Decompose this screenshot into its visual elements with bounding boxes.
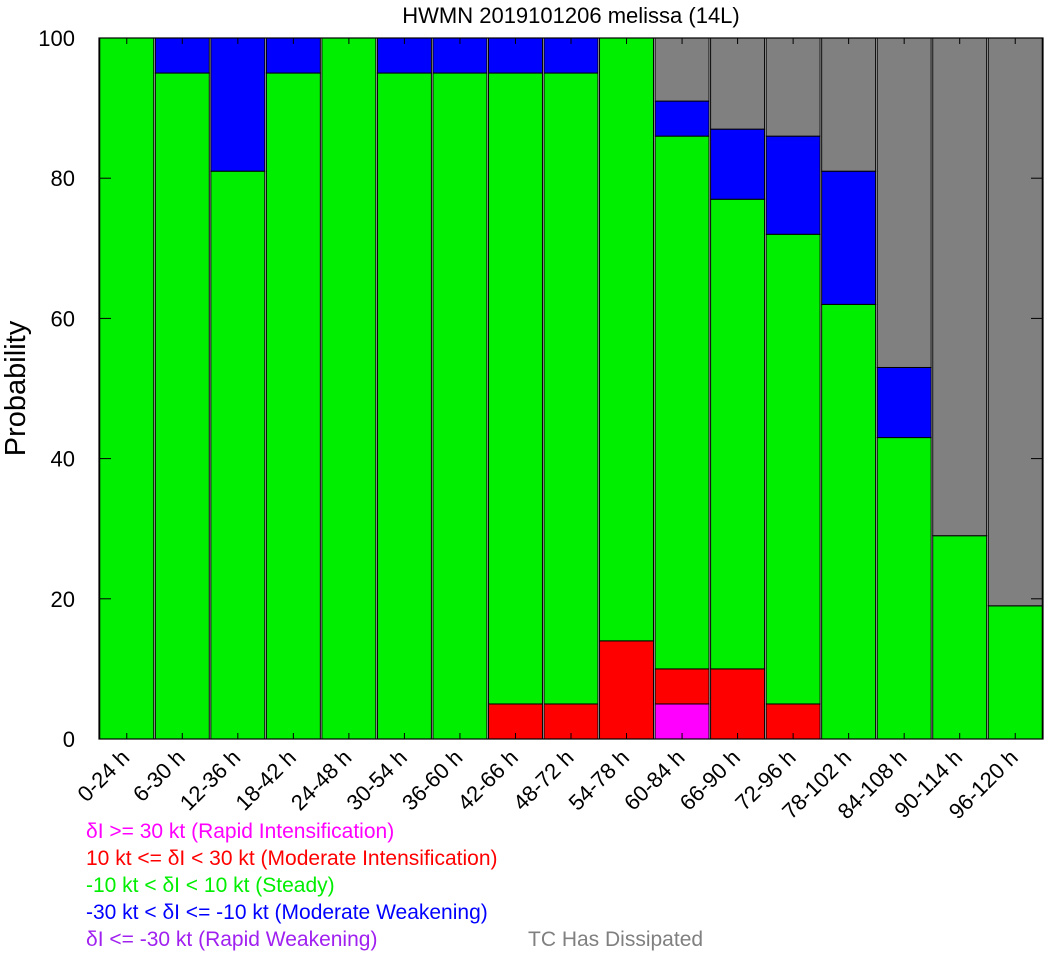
bar-steady-4 xyxy=(321,37,377,740)
y-tick-label: 40 xyxy=(51,447,75,472)
bar-steady-15 xyxy=(932,535,988,740)
bar-steady-8 xyxy=(543,72,599,705)
chart-title: HWMN 2019101206 melissa (14L) xyxy=(402,3,740,28)
x-tick-label: 36-60 h xyxy=(397,745,467,815)
legend: δI >= 30 kt (Rapid Intensification) 10 k… xyxy=(86,818,498,953)
bar-mi-11 xyxy=(710,668,766,740)
bar-mi-10 xyxy=(654,668,710,705)
legend-entry-rapid-weakening: δI <= -30 kt (Rapid Weakening) xyxy=(86,928,378,951)
bar-steady-13 xyxy=(821,303,877,740)
y-tick-label: 80 xyxy=(51,166,75,191)
bar-steady-7 xyxy=(487,72,543,705)
x-tick-label: 60-84 h xyxy=(619,745,689,815)
bar-dissipated-15 xyxy=(932,37,988,537)
bar-steady-11 xyxy=(710,198,766,670)
legend-entry-dissipated: TC Has Dissipated xyxy=(528,928,704,951)
x-tick-label: 66-90 h xyxy=(675,745,745,815)
bar-dissipated-14 xyxy=(876,37,932,368)
x-tick-label: 12-36 h xyxy=(175,745,245,815)
x-tick-label: 0-24 h xyxy=(73,745,135,807)
bar-mw-10 xyxy=(654,100,710,137)
bar-steady-3 xyxy=(265,72,321,740)
x-tick-label: 42-66 h xyxy=(453,745,523,815)
bar-steady-14 xyxy=(876,437,932,740)
bar-dissipated-10 xyxy=(654,37,710,102)
x-tick-label: 24-48 h xyxy=(286,745,356,815)
bar-steady-16 xyxy=(987,605,1043,740)
legend-entry-rapid-intensification: δI >= 30 kt (Rapid Intensification) xyxy=(86,820,395,843)
legend-entry-moderate-intensification: 10 kt <= δI < 30 kt (Moderate Intensific… xyxy=(86,847,498,870)
bar-mi-9 xyxy=(599,640,655,740)
x-tick-label: 54-78 h xyxy=(564,745,634,815)
x-tick-label: 30-54 h xyxy=(342,745,412,815)
plot-frame xyxy=(98,37,1044,740)
x-tick-label: 18-42 h xyxy=(230,745,300,815)
bar-mw-11 xyxy=(710,128,766,200)
legend-entry-steady: -10 kt < δI < 10 kt (Steady) xyxy=(86,874,335,897)
bar-mw-2 xyxy=(210,37,266,172)
bar-steady-6 xyxy=(432,72,488,740)
bar-steady-9 xyxy=(599,37,655,642)
bar-mw-13 xyxy=(821,170,877,305)
legend-entry-moderate-weakening: -30 kt < δI <= -10 kt (Moderate Weakenin… xyxy=(86,901,488,924)
bar-steady-5 xyxy=(376,72,432,740)
y-axis-label: Probability xyxy=(0,320,32,456)
y-tick-label: 0 xyxy=(63,727,75,752)
bar-dissipated-11 xyxy=(710,37,766,130)
bar-mw-12 xyxy=(765,135,821,235)
bar-mw-14 xyxy=(876,366,932,439)
bar-dissipated-12 xyxy=(765,37,821,137)
bar-steady-2 xyxy=(210,170,266,740)
bar-steady-0 xyxy=(99,37,155,740)
bar-dissipated-13 xyxy=(821,37,877,172)
y-tick-label: 20 xyxy=(51,587,75,612)
bar-steady-10 xyxy=(654,135,710,670)
x-tick-label: 48-72 h xyxy=(508,745,578,815)
bar-steady-1 xyxy=(154,72,210,740)
y-tick-label: 60 xyxy=(51,306,75,331)
bar-steady-12 xyxy=(765,233,821,705)
y-tick-label: 100 xyxy=(38,26,75,51)
bar-dissipated-16 xyxy=(987,37,1043,607)
